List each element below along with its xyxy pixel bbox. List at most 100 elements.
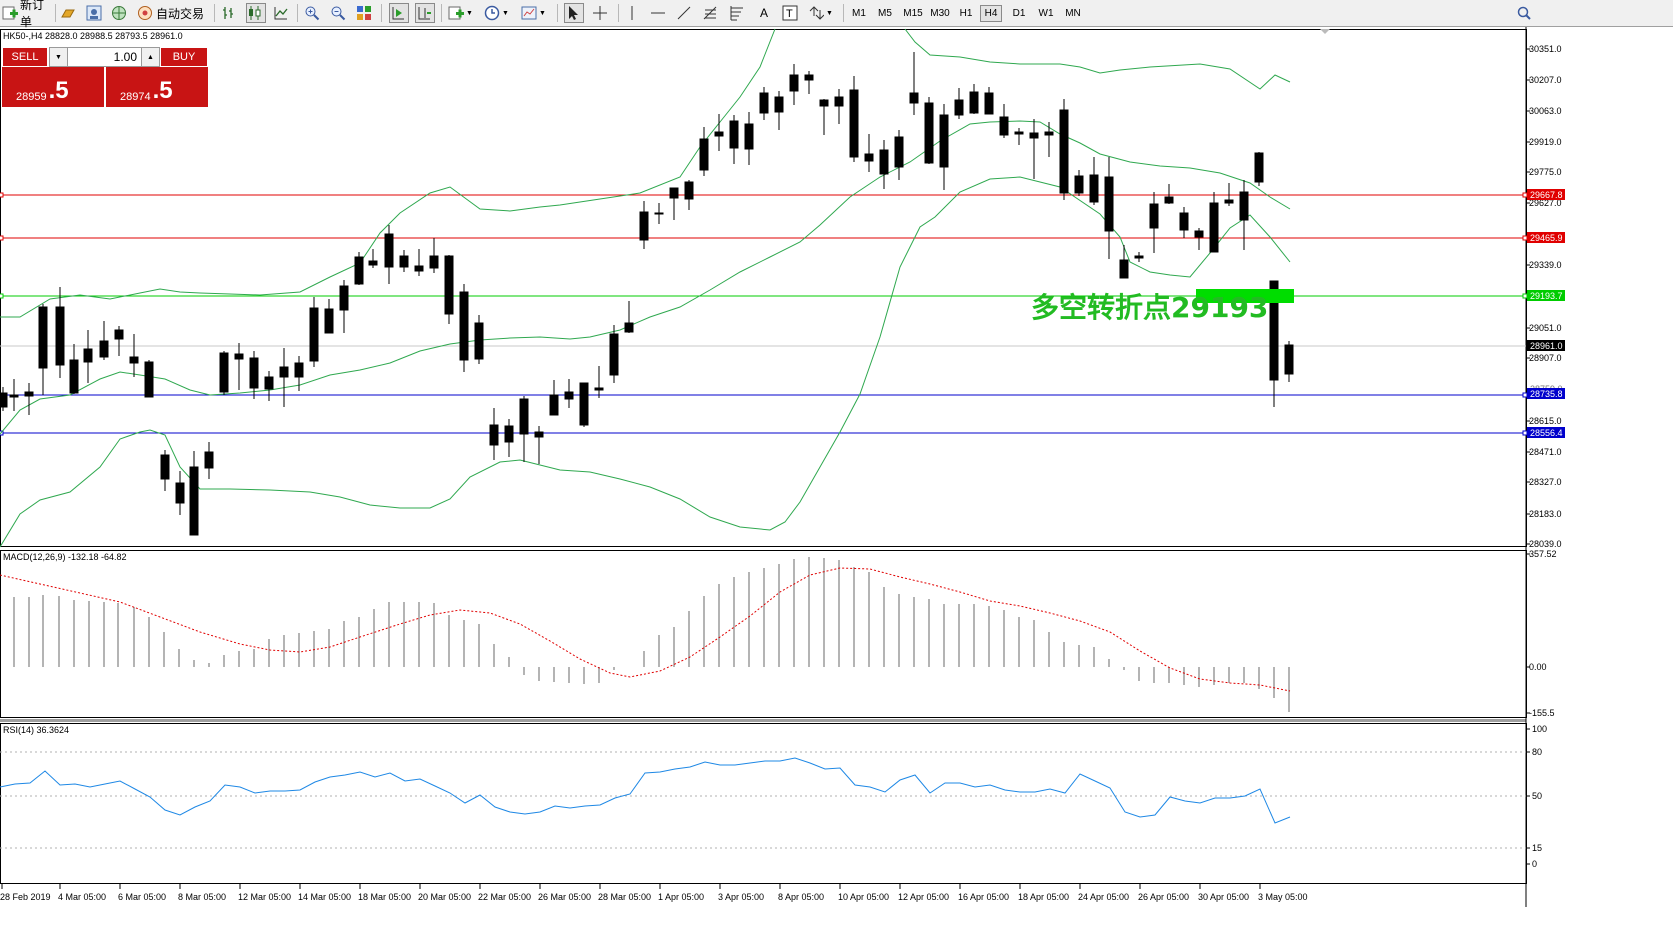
- indicators-button[interactable]: ▼: [448, 3, 476, 23]
- candle-bearish: [1224, 199, 1234, 204]
- chart-canvas[interactable]: 30351.0 30207.0 30063.0 29919.0 29775.0 29627…: [0, 27, 1673, 952]
- chart-window[interactable]: 30351.0 30207.0 30063.0 29919.0 29775.0 29627…: [0, 27, 1673, 952]
- horizontal-line-button[interactable]: [650, 3, 668, 23]
- fibo-fan-button[interactable]: [729, 3, 747, 23]
- candle-bearish: [1134, 255, 1144, 259]
- candle-bearish: [939, 114, 949, 168]
- timeframe-d1-button[interactable]: D1: [1012, 8, 1026, 19]
- panel-separator[interactable]: [0, 719, 1526, 722]
- sell-button[interactable]: SELL: [2, 47, 48, 67]
- macd-axis-label: 0.00: [1529, 662, 1547, 672]
- timeframe-h4-button[interactable]: H4: [980, 5, 1002, 22]
- candle-bearish: [0, 392, 8, 408]
- support-line-lower-handle[interactable]: [1522, 430, 1528, 436]
- candle-bearish: [1089, 174, 1099, 203]
- price-axis-label: 30063.0: [1529, 106, 1562, 116]
- buy-price-button[interactable]: 28974.5: [106, 67, 208, 107]
- macd-signal-line: [0, 567, 1291, 692]
- timeframe-m1-button[interactable]: M1: [852, 8, 866, 19]
- resistance-line-upper-handle[interactable]: [0, 192, 4, 198]
- line-chart-button[interactable]: [273, 3, 291, 23]
- price-axis-label: 28907.0: [1529, 353, 1562, 363]
- candle-bearish: [324, 308, 334, 334]
- date-axis-label: 6 Mar 05:00: [118, 892, 166, 902]
- date-axis-label: 10 Apr 05:00: [838, 892, 889, 902]
- resistance-line-upper-handle[interactable]: [1522, 192, 1528, 198]
- market-watch-button[interactable]: [86, 3, 104, 23]
- price-tag-label-blue_lower: 28556.4: [1530, 428, 1563, 438]
- tile-windows-button[interactable]: [356, 3, 374, 23]
- chevron-down-icon: ▼: [826, 9, 833, 17]
- timeframe-w1-button[interactable]: W1: [1038, 8, 1054, 19]
- price-tag-red_lower: [1527, 232, 1565, 243]
- bollinger-upper-band: [904, 28, 1291, 90]
- periodicity-button[interactable]: ▼: [484, 3, 512, 23]
- trend-reversal-annotation[interactable]: 多空转折点29193: [1031, 291, 1269, 324]
- chevron-down-icon: ▼: [539, 9, 546, 17]
- price-tag-label-blue_upper: 28735.8: [1530, 389, 1563, 399]
- pivot-line-handle[interactable]: [0, 293, 4, 299]
- fibonacci-button[interactable]: [702, 3, 722, 23]
- tile-windows-icon: [356, 5, 372, 21]
- sell-price-button[interactable]: 28959.5: [2, 67, 104, 107]
- timeframe-m30-button[interactable]: M30: [930, 8, 950, 19]
- candle-bearish: [1179, 212, 1189, 231]
- price-tag-label-red_upper: 29667.8: [1530, 190, 1563, 200]
- support-line-upper-handle[interactable]: [1522, 392, 1528, 398]
- candle-bearish: [894, 136, 904, 168]
- pivot-line-handle[interactable]: [1522, 293, 1528, 299]
- chart-shift-button[interactable]: [415, 3, 435, 23]
- candlestick-button[interactable]: [246, 3, 266, 23]
- zoom-out-button[interactable]: [330, 3, 348, 23]
- resistance-line-lower-handle[interactable]: [0, 235, 4, 241]
- volume-up-button[interactable]: ▲: [141, 48, 159, 66]
- price-axis-label: 30207.0: [1529, 75, 1562, 85]
- arrows-button[interactable]: ▼: [808, 3, 836, 23]
- price-axis-label: 28471.0: [1529, 447, 1562, 457]
- date-axis-label: 8 Mar 05:00: [178, 892, 226, 902]
- candle-bearish: [1044, 131, 1054, 136]
- trendline-button[interactable]: [676, 3, 694, 23]
- candle-bearish: [1059, 109, 1069, 194]
- new-order-button[interactable]: 新订单: [2, 0, 52, 29]
- timeframe-m5-button[interactable]: M5: [878, 8, 892, 19]
- resistance-line-lower-handle[interactable]: [1522, 235, 1528, 241]
- candle-bearish: [99, 340, 109, 358]
- auto-scroll-button[interactable]: [389, 3, 409, 23]
- candle-bearish: [849, 89, 859, 158]
- date-axis-label: 18 Apr 05:00: [1018, 892, 1069, 902]
- rsi-axis-label: 15: [1532, 843, 1542, 853]
- text-icon: A: [759, 6, 768, 20]
- trendline-icon: [676, 5, 692, 21]
- timeframe-mn-button[interactable]: MN: [1065, 8, 1081, 19]
- pivot-highlight-box[interactable]: [1196, 289, 1294, 303]
- gold-bar-button[interactable]: [60, 3, 78, 23]
- globe-button[interactable]: [111, 3, 129, 23]
- text-button[interactable]: A: [756, 3, 772, 23]
- buy-button[interactable]: BUY: [160, 47, 208, 67]
- date-axis-label: 3 May 05:00: [1258, 892, 1308, 902]
- support-line-lower-handle[interactable]: [0, 430, 4, 436]
- candle-bearish: [160, 454, 170, 480]
- templates-button[interactable]: ▼: [521, 3, 549, 23]
- crosshair-button[interactable]: [592, 3, 610, 23]
- text-label-button[interactable]: T: [782, 3, 800, 23]
- auto-trading-button[interactable]: 自动交易: [137, 3, 205, 23]
- volume-down-button[interactable]: ▼: [50, 48, 68, 66]
- candle-bearish: [534, 431, 544, 438]
- search-button[interactable]: [1516, 3, 1534, 23]
- price-tag-red_upper: [1527, 189, 1565, 200]
- fibo-fan-icon: [729, 5, 745, 21]
- cursor-button[interactable]: [564, 3, 584, 23]
- vertical-line-button[interactable]: [624, 3, 642, 23]
- candle-bearish: [1269, 280, 1279, 381]
- zoom-in-button[interactable]: [304, 3, 322, 23]
- candle-bearish: [1119, 259, 1129, 279]
- bar-chart-button[interactable]: [221, 3, 239, 23]
- toolbar: 新订单 自动交易 ▼ ▼ ▼ A T ▼ M1 M5 M15 M30 H1 H4 D1 W1 M…: [0, 0, 1673, 29]
- price-tag-current: [1527, 340, 1565, 351]
- rsi-axis-label: 50: [1532, 791, 1542, 801]
- timeframe-h1-button[interactable]: H1: [959, 8, 973, 19]
- volume-input[interactable]: 1.00: [113, 50, 137, 64]
- timeframe-m15-button[interactable]: M15: [903, 8, 923, 19]
